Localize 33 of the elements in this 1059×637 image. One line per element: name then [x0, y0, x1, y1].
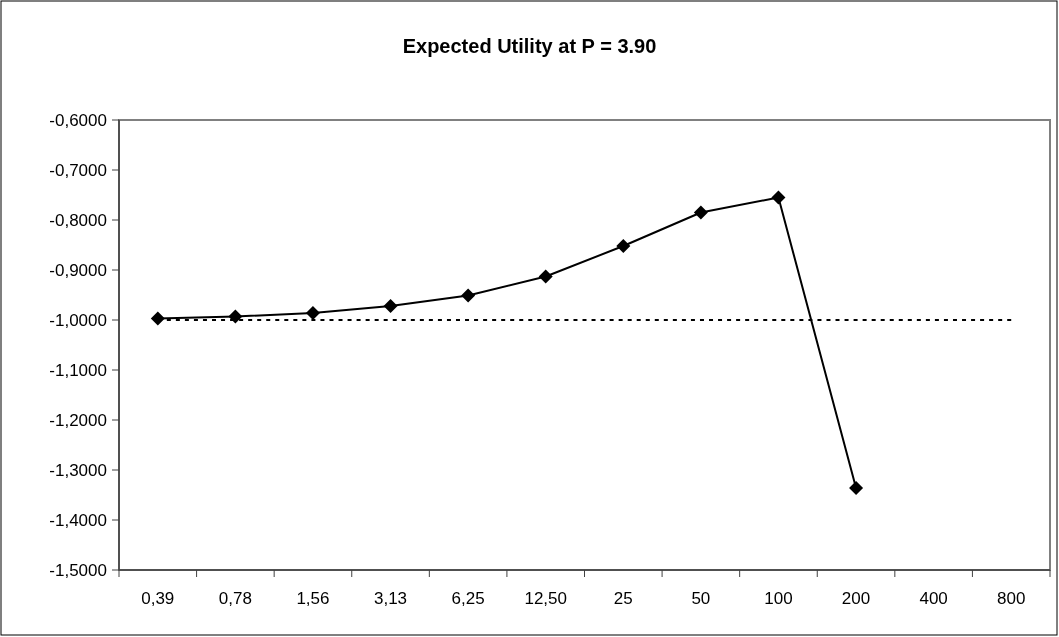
x-tick-label: 6,25 [451, 589, 485, 608]
x-tick-label: 50 [691, 589, 711, 608]
x-tick-label: 1,56 [296, 589, 330, 608]
y-tick-label: -0,8000 [49, 210, 107, 230]
x-tick-label: 25 [613, 589, 633, 608]
x-tick-label: 200 [841, 589, 871, 608]
x-tick-label: 800 [997, 589, 1026, 608]
y-tick-label: -1,3000 [49, 460, 107, 480]
y-tick-label: -0,9000 [49, 260, 107, 280]
y-tick-label: -1,4000 [49, 510, 107, 530]
point [849, 481, 864, 495]
x-tick-label: 100 [764, 589, 793, 608]
point [771, 190, 786, 205]
y-tick-label: -1,2000 [49, 410, 107, 430]
y-tick-label: -1,0000 [49, 310, 107, 330]
y-tick-label: -0,7000 [49, 160, 107, 180]
y-tick-label: -0,6000 [49, 110, 107, 130]
x-tick-label: 0,78 [218, 589, 252, 608]
chart-title: Expected Utility at P = 3.90 [402, 35, 657, 57]
point [150, 311, 165, 326]
x-tick-label: 0,39 [141, 589, 175, 608]
point [383, 299, 398, 313]
x-tick-label: 12,50 [524, 589, 567, 608]
y-tick-label: -1,1000 [49, 360, 107, 380]
point [228, 309, 243, 324]
y-tick-label: -1,5000 [49, 560, 107, 580]
point [305, 306, 320, 320]
x-tick-label: 400 [919, 589, 948, 608]
point [461, 288, 476, 303]
point [616, 239, 631, 253]
point [538, 269, 553, 284]
point [693, 205, 708, 220]
x-tick-label: 3,13 [373, 589, 408, 608]
